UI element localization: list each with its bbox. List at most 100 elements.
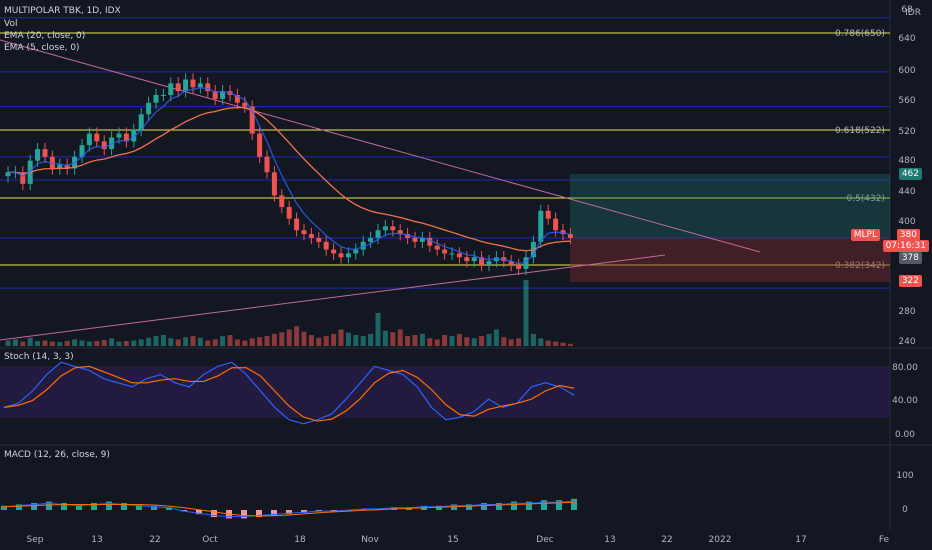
symbol-title: MULTIPOLAR TBK, 1D, IDX: [4, 6, 121, 16]
candle-body: [5, 172, 11, 177]
volume-bar: [212, 339, 218, 346]
volume-bar: [345, 332, 351, 346]
volume-bar: [390, 332, 396, 346]
candle-body: [405, 234, 411, 238]
macd-histogram-bar: [16, 504, 22, 510]
volume-bar: [242, 340, 248, 346]
candle-body: [123, 133, 129, 142]
volume-bar: [464, 337, 470, 346]
candle-body: [442, 249, 448, 254]
price-tick-label: 440: [898, 187, 915, 197]
volume-bar: [508, 339, 514, 346]
macd-histogram-bar: [1, 505, 7, 510]
candle-body: [86, 133, 92, 146]
uptrend-line: [0, 254, 666, 341]
volume-bar: [35, 341, 41, 346]
macd-histogram-bar: [511, 501, 517, 510]
candle-body: [264, 156, 270, 173]
candle-body: [538, 210, 544, 242]
time-tick-label: 13: [91, 535, 102, 545]
ticker-badge: MLPL: [850, 229, 880, 241]
candle-body: [79, 145, 85, 157]
time-tick-label: 15: [447, 535, 458, 545]
volume-bar: [493, 329, 499, 346]
price-tick-label: 68: [901, 5, 913, 15]
volume-bar: [286, 329, 292, 346]
last-price-badge: 380: [896, 229, 920, 241]
candle-body: [190, 79, 196, 88]
volume-bar: [86, 341, 92, 346]
candle-body: [57, 164, 63, 169]
volume-bar: [249, 338, 255, 346]
macd-histogram-bar: [436, 505, 442, 510]
macd-histogram-bar: [541, 500, 547, 510]
volume-bar: [257, 337, 263, 346]
volume-bar: [279, 332, 285, 346]
volume-bar: [353, 335, 359, 346]
candle-body: [153, 95, 159, 103]
macd-histogram-bar: [76, 504, 82, 510]
macd-tick-label: 100: [896, 471, 913, 481]
candle-body: [508, 261, 514, 265]
fib-label: 0.786(650): [835, 29, 885, 39]
volume-bar: [368, 333, 374, 346]
candle-body: [64, 164, 70, 169]
volume-bar: [545, 340, 551, 346]
volume-bar: [168, 338, 174, 346]
macd-histogram-bar: [481, 503, 487, 510]
volume-bar: [382, 330, 388, 346]
candle-body: [20, 172, 26, 184]
candle-body: [138, 114, 144, 130]
volume-bar: [190, 336, 196, 346]
price-tick-label: 520: [898, 127, 915, 137]
candle-body: [109, 137, 115, 150]
candle-body: [360, 241, 366, 250]
candle-body: [131, 129, 137, 142]
volume-bar: [42, 340, 48, 346]
stoch-k-line: [3, 361, 575, 425]
volume-bar: [160, 335, 166, 346]
macd-histogram-bar: [496, 503, 502, 510]
volume-bar: [471, 338, 477, 346]
macd-histogram-bar: [286, 510, 292, 515]
candle-body: [175, 83, 181, 92]
macd-histogram-bar: [571, 498, 577, 510]
volume-bar: [64, 341, 70, 346]
volume-bar: [183, 337, 189, 346]
volume-bar: [434, 339, 440, 346]
ema5-legend: EMA (5, close, 0): [4, 43, 80, 53]
macd-histogram-bar: [31, 503, 37, 510]
price-tick-label: 400: [898, 217, 915, 227]
volume-bar: [220, 336, 226, 346]
candle-body: [301, 230, 307, 235]
volume-bar: [20, 341, 26, 346]
volume-bar: [227, 335, 233, 346]
candle-body: [146, 102, 152, 115]
price-tick-label: 280: [898, 307, 915, 317]
price-tick-label: 480: [898, 156, 915, 166]
risk-zone: [570, 238, 890, 282]
volume-bar: [567, 343, 573, 346]
candle-body: [397, 230, 403, 235]
macd-histogram-bar: [91, 503, 97, 510]
price-tick-label: 640: [898, 34, 915, 44]
macd-histogram-bar: [121, 503, 127, 510]
candle-body: [49, 156, 55, 169]
time-tick-label: 22: [149, 535, 160, 545]
candle-body: [271, 172, 277, 196]
candle-body: [101, 141, 107, 150]
candle-body: [375, 230, 381, 238]
candle-body: [257, 133, 263, 157]
volume-bar: [442, 335, 448, 346]
macd-histogram-bar: [166, 507, 172, 510]
stoch-tick-label: 80.00: [892, 363, 918, 373]
downtrend-line: [0, 39, 761, 253]
stoch-band: [0, 366, 890, 418]
volume-bar: [234, 339, 240, 346]
macd-histogram-bar: [526, 501, 532, 510]
macd-histogram-bar: [241, 510, 247, 519]
macd-histogram-bar: [136, 504, 142, 510]
candle-body: [382, 226, 388, 231]
volume-bar: [523, 280, 529, 346]
